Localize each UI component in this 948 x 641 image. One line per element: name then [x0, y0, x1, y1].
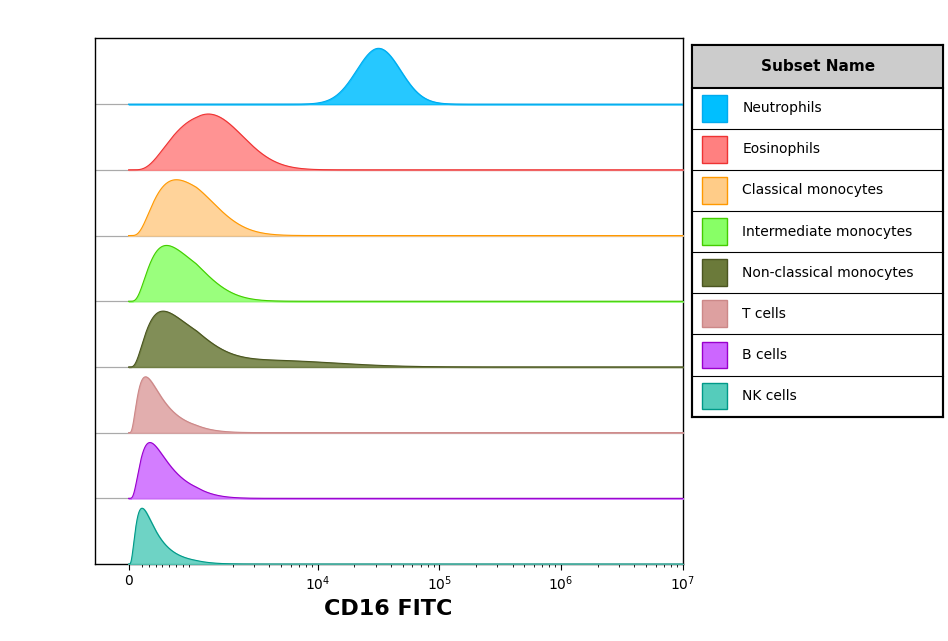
Bar — [702, 95, 727, 122]
X-axis label: CD16 FITC: CD16 FITC — [324, 599, 453, 619]
Text: NK cells: NK cells — [742, 389, 797, 403]
Text: Neutrophils: Neutrophils — [742, 101, 822, 115]
Bar — [692, 45, 943, 88]
Bar — [702, 342, 727, 369]
Text: T cells: T cells — [742, 307, 786, 321]
Bar — [702, 177, 727, 204]
Text: Non-classical monocytes: Non-classical monocytes — [742, 266, 914, 279]
Text: Eosinophils: Eosinophils — [742, 142, 820, 156]
Bar — [702, 260, 727, 286]
Bar — [702, 301, 727, 327]
Bar — [702, 136, 727, 163]
Text: Intermediate monocytes: Intermediate monocytes — [742, 224, 913, 238]
Bar — [702, 218, 727, 245]
Bar — [702, 383, 727, 410]
Text: B cells: B cells — [742, 348, 787, 362]
Text: Subset Name: Subset Name — [760, 59, 875, 74]
Text: Classical monocytes: Classical monocytes — [742, 183, 884, 197]
